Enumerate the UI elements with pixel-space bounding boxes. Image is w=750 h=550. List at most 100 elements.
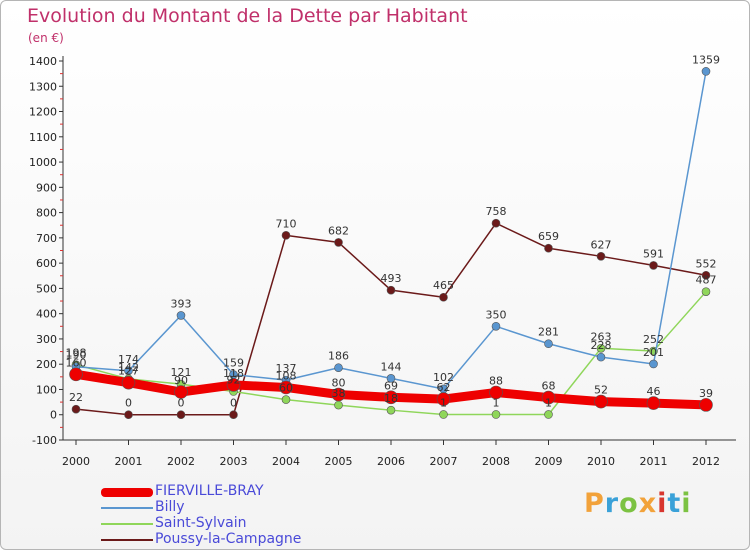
data-point-billy [334, 363, 343, 373]
data-label-billy: 190 [66, 349, 87, 362]
y-tick-label: 500 [36, 282, 57, 295]
data-point-fierville-bray [121, 375, 136, 390]
data-label-fierville-bray: 46 [647, 385, 661, 398]
data-label-billy: 102 [433, 371, 454, 384]
x-tick-label: 2007 [430, 455, 458, 468]
data-label-saint-sylvain: 18 [384, 392, 398, 405]
data-label-poussy-la-campagne: 710 [276, 217, 297, 230]
logo-letter: o [619, 488, 639, 519]
data-label-saint-sylvain: 252 [643, 333, 664, 346]
data-label-fierville-bray: 68 [542, 380, 556, 393]
y-tick-label: 100 [36, 383, 57, 396]
logo-letter: i [657, 488, 668, 519]
data-point-poussy-la-campagne [544, 243, 553, 253]
data-point-poussy-la-campagne [491, 218, 501, 228]
data-label-poussy-la-campagne: 659 [538, 230, 559, 243]
data-point-saint-sylvain [701, 287, 711, 296]
data-point-poussy-la-campagne [176, 410, 186, 420]
data-label-fierville-bray: 90 [174, 374, 188, 387]
data-label-fierville-bray: 52 [594, 384, 608, 397]
data-point-fierville-bray [69, 367, 83, 382]
data-label-fierville-bray: 62 [437, 381, 451, 394]
data-label-fierville-bray: 69 [384, 379, 398, 392]
data-label-saint-sylvain: 92 [227, 373, 241, 386]
data-label-poussy-la-campagne: 0 [230, 397, 237, 410]
data-point-poussy-la-campagne [596, 252, 606, 261]
data-point-billy [491, 321, 501, 331]
data-label-fierville-bray: 118 [223, 367, 244, 380]
legend-label: FIERVILLE-BRAY [155, 483, 264, 499]
data-label-saint-sylvain: 1 [493, 396, 500, 409]
y-tick-label: 1000 [29, 156, 57, 169]
data-label-poussy-la-campagne: 552 [696, 257, 717, 270]
logo-letter: t [667, 488, 682, 519]
data-point-saint-sylvain [439, 410, 448, 419]
data-point-billy [701, 67, 711, 76]
data-point-poussy-la-campagne [386, 285, 396, 295]
x-tick-label: 2012 [692, 455, 720, 468]
chart-title: Evolution du Montant de la Dette par Hab… [27, 5, 468, 27]
data-label-saint-sylvain: 121 [171, 366, 192, 379]
x-tick-label: 2011 [640, 455, 668, 468]
data-label-saint-sylvain: 60 [279, 382, 293, 395]
data-label-billy: 186 [328, 350, 349, 363]
data-label-fierville-bray: 127 [118, 365, 139, 378]
data-label-fierville-bray: 80 [332, 377, 346, 390]
series-lines [69, 67, 713, 420]
data-label-poussy-la-campagne: 22 [69, 391, 83, 404]
y-tick-label: 600 [36, 257, 57, 270]
data-point-poussy-la-campagne [649, 261, 658, 270]
y-tick-label: 1100 [29, 131, 57, 144]
data-point-saint-sylvain [491, 410, 501, 419]
data-point-billy [386, 374, 396, 383]
data-point-billy [649, 359, 658, 369]
data-label-poussy-la-campagne: 627 [591, 238, 612, 251]
logo-letter: x [638, 488, 658, 519]
data-point-fierville-bray [384, 390, 398, 405]
data-point-saint-sylvain [281, 395, 291, 404]
legend-swatch-billy [101, 507, 153, 509]
x-tick-label: 2002 [167, 455, 195, 468]
data-label-saint-sylvain: 487 [696, 274, 717, 287]
legend-swatch-saint-sylvain [101, 523, 153, 525]
data-label-saint-sylvain: 142 [118, 361, 139, 374]
data-label-fierville-bray: 88 [489, 374, 503, 387]
data-label-poussy-la-campagne: 682 [328, 224, 349, 237]
logo-letter: P [584, 488, 605, 519]
data-label-poussy-la-campagne: 758 [486, 205, 507, 218]
data-label-billy: 201 [643, 346, 664, 359]
data-label-billy: 174 [118, 353, 139, 366]
y-tick-label: 1200 [29, 106, 57, 119]
data-label-saint-sylvain: 1 [545, 396, 552, 409]
data-label-billy: 393 [171, 297, 192, 310]
y-tick-label: -100 [32, 434, 57, 447]
axes: -100010020030040050060070080090010001100… [29, 55, 736, 468]
data-point-poussy-la-campagne [439, 292, 448, 302]
data-point-fierville-bray [489, 385, 503, 400]
data-point-saint-sylvain [334, 400, 343, 410]
y-tick-label: 800 [36, 207, 57, 220]
data-point-billy [176, 311, 186, 320]
legend-swatch-poussy-la-campagne [101, 539, 153, 541]
legend-label: Poussy-la-Campagne [155, 531, 302, 547]
data-label-saint-sylvain: 198 [66, 347, 87, 360]
y-tick-label: 300 [36, 333, 57, 346]
data-point-poussy-la-campagne [71, 404, 81, 414]
data-label-fierville-bray: 39 [699, 387, 713, 400]
x-tick-label: 2008 [482, 455, 510, 468]
data-label-poussy-la-campagne: 0 [178, 397, 185, 410]
data-point-fierville-bray [436, 392, 451, 406]
data-point-saint-sylvain [596, 343, 606, 353]
x-tick-label: 2003 [220, 455, 248, 468]
series-line-billy [75, 70, 707, 390]
y-tick-label: 700 [36, 232, 57, 245]
data-point-fierville-bray [279, 380, 293, 395]
data-label-fierville-bray: 160 [66, 356, 87, 369]
data-label-poussy-la-campagne: 0 [125, 397, 132, 410]
data-point-fierville-bray [174, 385, 188, 399]
data-label-fierville-bray: 108 [276, 369, 297, 382]
data-point-saint-sylvain [386, 405, 396, 415]
data-label-billy: 1359 [692, 53, 720, 66]
